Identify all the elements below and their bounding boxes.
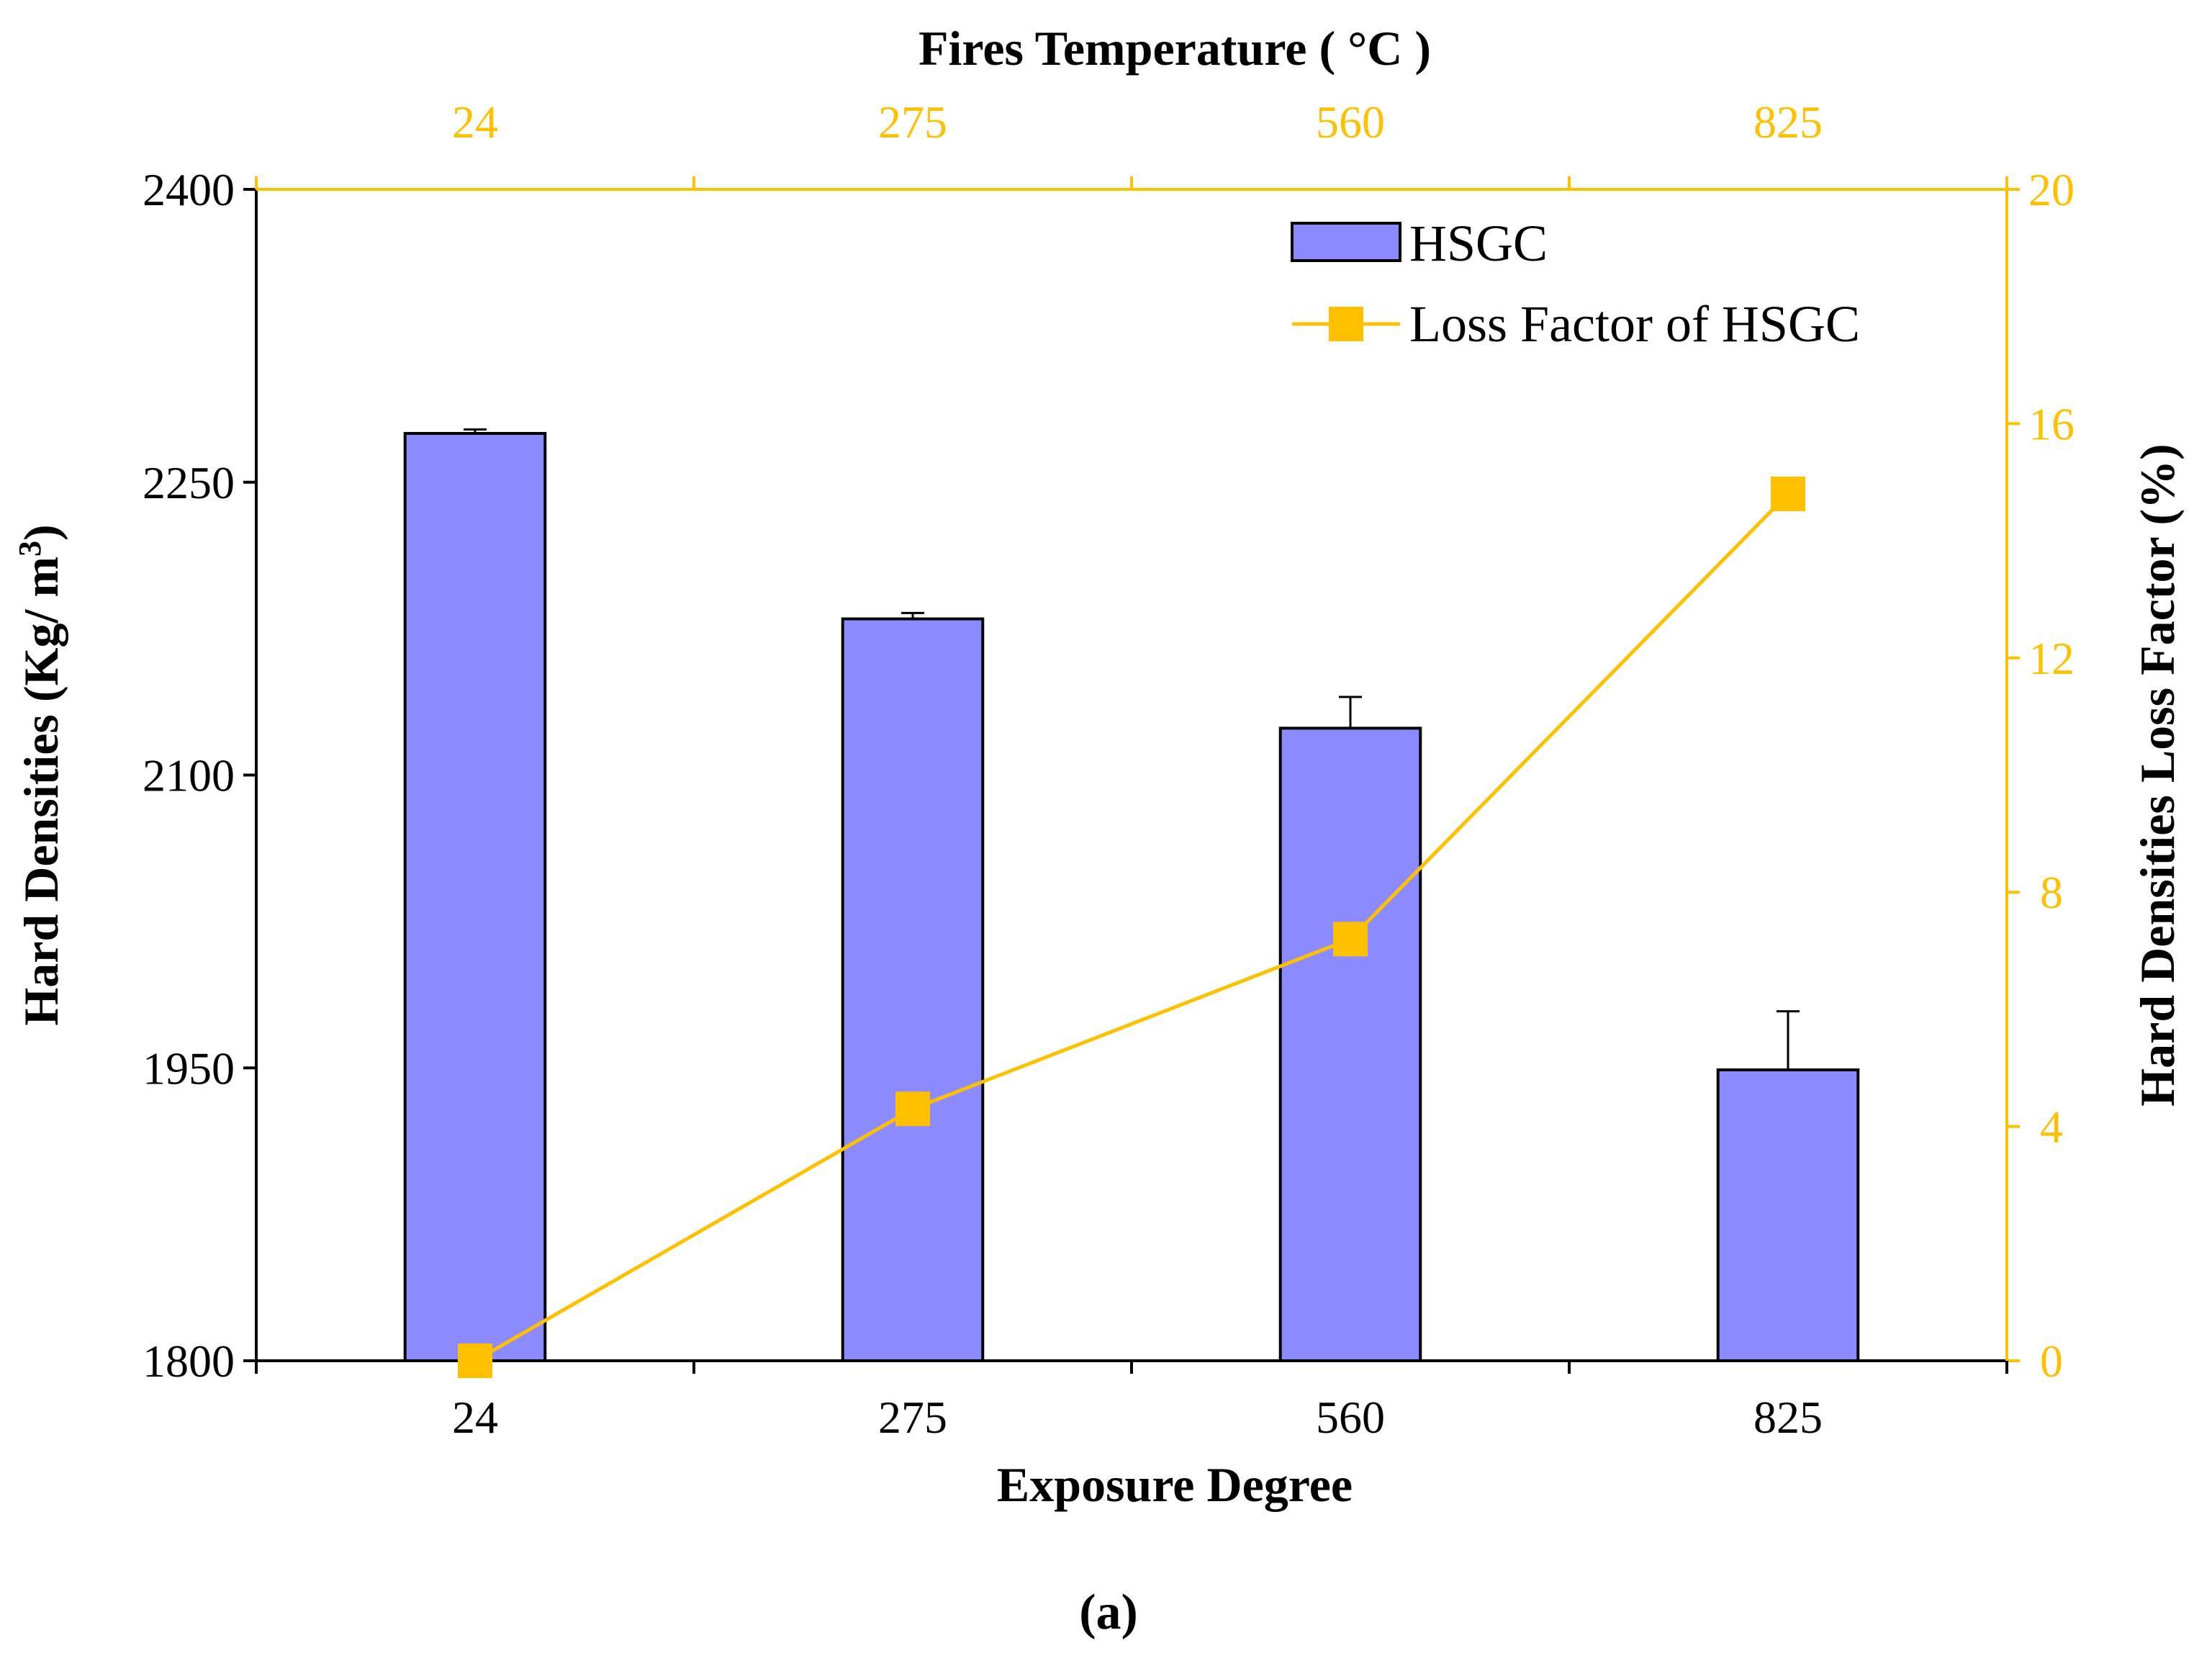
top-tick-label: 275 (878, 96, 947, 148)
y-tick-label: 1800 (143, 1336, 235, 1387)
bar (403, 431, 547, 1362)
y2-tick-label: 0 (2040, 1336, 2063, 1387)
y2-tick-label: 8 (2040, 867, 2063, 918)
top-tick-label: 825 (1753, 96, 1823, 148)
legend-line-marker (1329, 307, 1363, 341)
ticks-layer: 1800 1950 2100 2250 2400 0 4 8 12 16 20 24 275 560 825… (143, 96, 2075, 1443)
loss-factor-line (474, 492, 1789, 1363)
y-tick-label: 2250 (143, 457, 235, 508)
y-axis-title-main: Hard Densities (Kg/ m (14, 557, 68, 1026)
line-layer (458, 477, 1805, 1378)
loss-factor-point (895, 1091, 930, 1127)
bar (1278, 726, 1422, 1362)
y-axis-title-sup: 3 (12, 541, 48, 557)
bar (841, 617, 985, 1362)
x-axis-title: Exposure Degree (997, 1457, 1353, 1512)
y2-tick-label: 16 (2028, 398, 2075, 449)
loss-factor-point (458, 1343, 492, 1378)
figure-caption: (a) (1079, 1585, 1138, 1640)
top-tick-label: 560 (1316, 96, 1385, 148)
top-axis-title: Fires Temperature ( °C ) (918, 21, 1431, 76)
y2-tick-label: 12 (2028, 633, 2075, 684)
legend: HSGC Loss Factor of HSGC (1291, 215, 1860, 353)
y-axis-title-close: ) (14, 524, 68, 541)
y-tick-label: 1950 (143, 1043, 235, 1094)
loss-factor-point (1771, 477, 1805, 512)
y-tick-label: 2100 (143, 750, 235, 801)
legend-bar-swatch (1291, 222, 1401, 262)
x-tick-label: 24 (452, 1392, 498, 1443)
legend-bar-label: HSGC (1409, 215, 1548, 272)
y2-tick-label: 20 (2028, 164, 2075, 215)
y2-tick-label: 4 (2040, 1102, 2063, 1153)
loss-factor-point (1333, 922, 1368, 957)
x-tick-label: 275 (878, 1392, 947, 1443)
x-tick-label: 825 (1753, 1392, 1823, 1443)
x-tick-label: 560 (1316, 1392, 1385, 1443)
bars-layer (403, 428, 1860, 1362)
top-tick-label: 24 (452, 96, 498, 148)
y-tick-label: 2400 (143, 164, 235, 215)
y-axis-title: Hard Densities (Kg/ m3) (12, 524, 69, 1025)
y2-axis-title: Hard Densities Loss Factor (%) (2130, 444, 2185, 1106)
legend-line-label: Loss Factor of HSGC (1409, 295, 1860, 353)
bar (1716, 1068, 1860, 1362)
